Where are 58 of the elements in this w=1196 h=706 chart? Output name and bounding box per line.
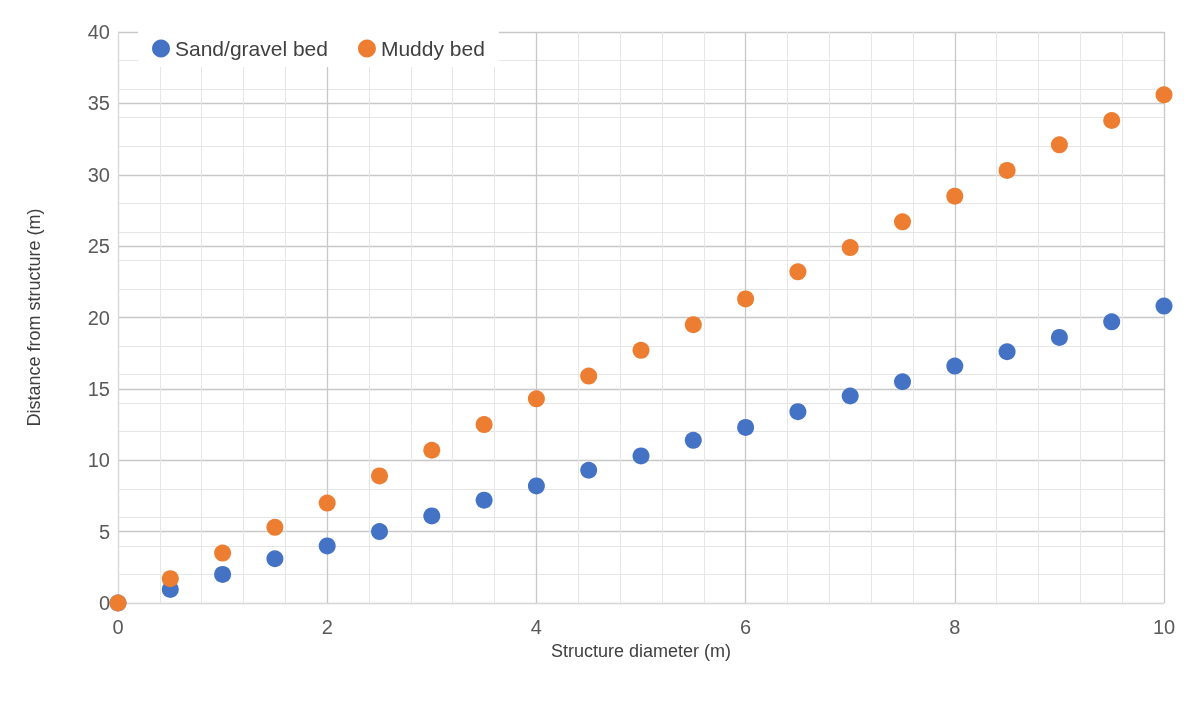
point xyxy=(998,161,1016,179)
legend-label: Sand/gravel bed xyxy=(175,37,328,60)
y-tick-label: 5 xyxy=(98,520,110,543)
x-tick-label: 10 xyxy=(1152,616,1176,638)
point xyxy=(266,518,284,536)
x-axis-title: Structure diameter (m) xyxy=(550,640,732,661)
point xyxy=(580,367,598,385)
point xyxy=(527,477,545,495)
point xyxy=(841,387,859,405)
point xyxy=(1050,136,1068,154)
y-tick-label: 10 xyxy=(87,449,110,472)
point xyxy=(684,316,702,334)
y-tick-label: 15 xyxy=(87,377,110,400)
x-tick-label: 4 xyxy=(530,616,542,638)
y-tick-label: 25 xyxy=(87,235,110,258)
x-tick-label: 8 xyxy=(949,616,961,638)
point xyxy=(266,550,284,568)
point xyxy=(371,467,388,485)
point xyxy=(946,187,964,205)
point xyxy=(423,507,441,525)
point xyxy=(318,494,336,512)
point xyxy=(789,263,807,281)
point xyxy=(894,373,911,391)
point xyxy=(580,461,598,479)
point xyxy=(632,447,650,465)
point xyxy=(632,341,650,359)
y-tick-label: 40 xyxy=(87,21,110,43)
legend-label: Muddy bed xyxy=(380,37,485,60)
y-tick-label: 0 xyxy=(98,592,110,614)
y-tick-label: 30 xyxy=(87,163,110,186)
y-tick-label: 20 xyxy=(87,306,110,329)
point xyxy=(527,390,545,408)
x-tick-label: 0 xyxy=(112,616,124,638)
point xyxy=(1155,86,1173,104)
point xyxy=(737,290,755,308)
y-axis-title: Distance from structure (m) xyxy=(24,208,44,427)
y-tick-label: 35 xyxy=(87,92,110,115)
point xyxy=(214,544,232,562)
point xyxy=(946,357,964,375)
point xyxy=(423,441,441,459)
point xyxy=(214,565,232,583)
point xyxy=(737,418,755,436)
x-tick-label: 6 xyxy=(740,616,752,638)
point xyxy=(475,491,493,509)
point xyxy=(841,239,859,257)
point xyxy=(475,416,493,434)
point xyxy=(1103,112,1121,129)
point xyxy=(789,403,807,421)
point xyxy=(998,343,1016,361)
point xyxy=(684,431,702,449)
point xyxy=(1155,297,1173,315)
point xyxy=(1103,313,1121,331)
x-tick-label: 2 xyxy=(321,616,333,638)
point xyxy=(1050,328,1068,346)
point xyxy=(318,537,336,555)
point xyxy=(161,570,179,588)
point xyxy=(894,213,911,231)
point xyxy=(371,523,388,541)
